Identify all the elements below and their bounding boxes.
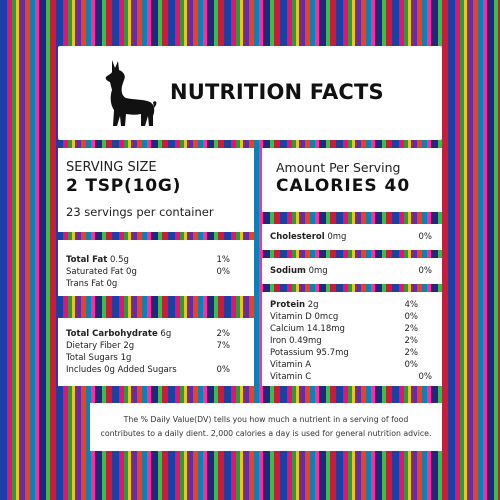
header-panel: NUTRITION FACTS <box>58 46 442 140</box>
nutrient-row-sodium: Sodium 0mg 0% <box>270 265 432 277</box>
daily-value: 4% <box>404 300 419 310</box>
sodium-panel: Sodium 0mg 0% <box>262 258 442 284</box>
daily-value-footnote: The % Daily Value(DV) tells you how much… <box>90 413 442 441</box>
serving-size-value: 2 TSP(10G) <box>66 176 182 196</box>
daily-value: 0% <box>418 372 433 382</box>
nutrient-row-total-carbohydrate: Total Carbohydrate 6g 2% <box>66 328 244 340</box>
nutrient-amount: Iron 0.49mg <box>270 336 322 346</box>
nutrient-row-dietary-fiber: Dietary Fiber 2g 7% <box>66 340 244 352</box>
nutrient-row-trans-fat: Trans Fat 0g <box>66 278 244 290</box>
nutrient-amount: Potassium 95.7mg <box>270 348 349 358</box>
nutrient-row-calcium: Calcium 14.18mg 2% <box>270 323 432 335</box>
daily-value: 0% <box>404 360 419 370</box>
nutrient-row-cholesterol: Cholesterol 0mg 0% <box>270 231 432 243</box>
nutrient-amount: Vitamin D 0mcg <box>270 312 339 322</box>
nutrient-amount: Vitamin C <box>270 372 312 382</box>
daily-value: 7% <box>216 341 231 351</box>
nutrient-row-vitamin-a: Vitamin A 0% <box>270 359 432 371</box>
nutrient-amount: 0mg <box>305 266 328 276</box>
daily-value: 2% <box>404 348 419 358</box>
calories-value: CALORIES 40 <box>276 176 411 196</box>
serving-panel: SERVING SIZE 2 TSP(10G) 23 servings per … <box>58 148 254 232</box>
daily-value: 0% <box>216 365 231 375</box>
nutrient-row-total-sugars: Total Sugars 1g <box>66 352 244 364</box>
nutrient-name: Cholesterol <box>270 232 325 242</box>
nutrient-amount: 0.5g <box>107 255 129 265</box>
nutrient-amount: Includes 0g Added Sugars <box>66 365 177 375</box>
nutrient-amount: Saturated Fat 0g <box>66 267 137 277</box>
nutrient-row-total-fat: Total Fat 0.5g 1% <box>66 254 244 266</box>
cholesterol-panel: Cholesterol 0mg 0% <box>262 224 442 250</box>
nutrient-amount: Calcium 14.18mg <box>270 324 345 334</box>
nutrient-amount: 2g <box>305 300 319 310</box>
nutrient-name: Total Fat <box>66 255 108 265</box>
nutrient-name: Protein <box>270 300 306 310</box>
nutrient-amount: Vitamin A <box>270 360 312 370</box>
footnote-line: The % Daily Value(DV) tells you how much… <box>123 415 409 424</box>
llama-icon <box>105 60 157 126</box>
daily-value: 0% <box>216 267 231 277</box>
nutrient-name: Sodium <box>270 266 306 276</box>
nutrient-row-vitamin-c: Vitamin C 0% <box>270 371 432 383</box>
daily-value: 2% <box>216 329 231 339</box>
daily-value: 0% <box>418 266 433 276</box>
nutrient-amount: 0mg <box>324 232 347 242</box>
amount-per-serving-label: Amount Per Serving <box>276 160 401 175</box>
nutrient-row-vitamin-d: Vitamin D 0mcg 0% <box>270 311 432 323</box>
daily-value: 0% <box>418 232 433 242</box>
servings-per-container: 23 servings per container <box>66 205 214 219</box>
nutrient-row-added-sugars: Includes 0g Added Sugars 0% <box>66 364 244 376</box>
daily-value: 0% <box>404 312 419 322</box>
nutrient-row-saturated-fat: Saturated Fat 0g 0% <box>66 266 244 278</box>
nutrient-row-iron: Iron 0.49mg 2% <box>270 335 432 347</box>
protein-panel: Protein 2g 4% Vitamin D 0mcg 0% Calcium … <box>262 292 442 386</box>
carbohydrate-panel: Total Carbohydrate 6g 2% Dietary Fiber 2… <box>58 318 254 386</box>
nutrient-row-potassium: Potassium 95.7mg 2% <box>270 347 432 359</box>
nutrient-amount: Total Sugars 1g <box>66 353 132 363</box>
calories-panel: Amount Per Serving CALORIES 40 <box>262 148 442 212</box>
footnote-line: contributes to a daily dient. 2,000 calo… <box>100 429 432 438</box>
footnote-panel: The % Daily Value(DV) tells you how much… <box>90 403 442 451</box>
nutrient-name: Total Carbohydrate <box>66 329 158 339</box>
page-title: NUTRITION FACTS <box>170 80 384 104</box>
nutrient-row-protein: Protein 2g 4% <box>270 299 432 311</box>
nutrient-amount: Dietary Fiber 2g <box>66 341 135 351</box>
nutrient-amount: 6g <box>157 329 172 339</box>
daily-value: 1% <box>216 255 231 265</box>
serving-size-label: SERVING SIZE <box>66 160 157 175</box>
fat-panel: Total Fat 0.5g 1% Saturated Fat 0g 0% Tr… <box>58 240 254 296</box>
nutrient-amount: Trans Fat 0g <box>66 279 118 289</box>
daily-value: 2% <box>404 336 419 346</box>
daily-value: 2% <box>404 324 419 334</box>
